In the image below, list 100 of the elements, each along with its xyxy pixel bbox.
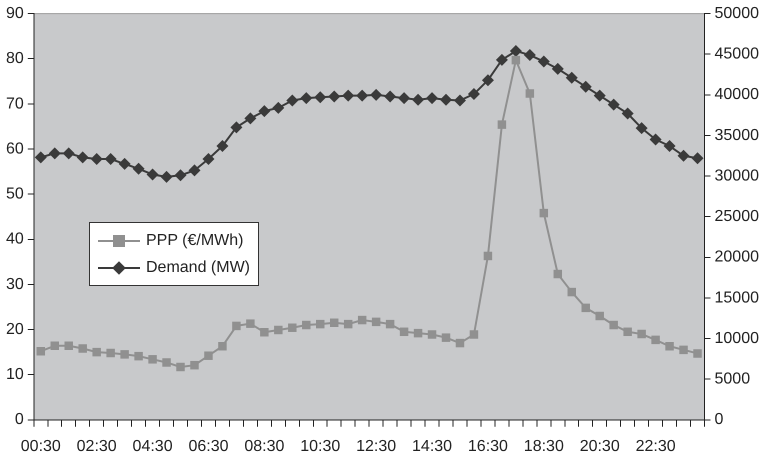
point	[595, 312, 604, 320]
point	[104, 153, 117, 166]
point	[302, 320, 311, 330]
y2-tick-label: 10000	[714, 330, 760, 347]
point	[286, 94, 298, 107]
x-tick-label: 16:30	[468, 438, 508, 455]
point	[594, 90, 606, 102]
x-tick-label: 00:30	[20, 438, 61, 455]
point	[400, 328, 408, 336]
point	[146, 168, 159, 180]
point	[510, 44, 522, 57]
point	[693, 349, 702, 358]
point	[62, 147, 75, 160]
x-tick-label: 06:30	[188, 438, 229, 455]
point	[456, 338, 464, 348]
point	[692, 152, 704, 164]
y2-tick-label: 30000	[714, 167, 760, 184]
point	[202, 153, 214, 166]
point	[258, 105, 270, 118]
x-tick-label: 10:30	[300, 438, 340, 455]
point	[581, 304, 590, 312]
point	[414, 328, 422, 338]
point	[300, 92, 312, 104]
point	[372, 318, 380, 326]
point	[174, 169, 187, 182]
point	[244, 112, 256, 124]
point	[428, 330, 436, 339]
y-tick-label: 60	[6, 140, 24, 158]
point	[246, 319, 255, 328]
point	[260, 328, 269, 336]
point	[637, 330, 646, 338]
legend-label: Demand (MW)	[146, 258, 250, 276]
point	[538, 56, 550, 68]
point	[148, 355, 157, 364]
point	[330, 318, 338, 328]
point	[358, 316, 366, 324]
point	[386, 320, 394, 328]
point	[190, 360, 199, 370]
point	[78, 344, 87, 353]
point	[216, 140, 228, 152]
y2-tick-label: 50000	[714, 5, 760, 22]
x-tick-label: 02:30	[76, 438, 117, 455]
point	[344, 320, 352, 328]
point	[120, 350, 129, 359]
y-tick-label: 50	[6, 186, 24, 203]
point	[524, 49, 536, 62]
legend-label: PPP (€/MWh)	[146, 232, 244, 250]
point	[623, 328, 632, 336]
point	[342, 90, 354, 102]
point	[482, 74, 494, 86]
point	[651, 336, 660, 344]
point	[370, 88, 382, 101]
point	[106, 348, 115, 358]
point	[232, 322, 241, 330]
point	[384, 90, 396, 102]
y2-tick-label: 45000	[714, 46, 760, 63]
point	[48, 147, 61, 160]
point	[328, 90, 340, 102]
x-tick-label: 14:30	[412, 438, 452, 455]
x-tick-label: 18:30	[524, 438, 564, 455]
x-tick-label: 20:30	[580, 438, 620, 455]
point	[440, 94, 452, 106]
y2-tick-label: 5000	[714, 370, 750, 388]
y2-tick-label: 0	[714, 411, 724, 428]
point	[204, 351, 213, 360]
y-tick-label: 10	[6, 366, 24, 384]
point	[118, 158, 131, 170]
point	[554, 270, 562, 278]
point	[608, 98, 620, 111]
point	[665, 342, 674, 350]
point	[36, 346, 46, 356]
point	[176, 362, 185, 372]
point	[650, 134, 662, 146]
point	[512, 56, 520, 64]
y-tick-label: 90	[6, 5, 24, 22]
point	[314, 91, 326, 104]
point	[622, 108, 634, 120]
point	[288, 323, 297, 332]
point	[134, 352, 143, 360]
point	[162, 358, 171, 367]
point	[678, 150, 690, 162]
point	[496, 54, 508, 66]
point	[426, 92, 438, 104]
point	[272, 102, 284, 114]
point	[412, 94, 424, 106]
point	[92, 348, 101, 356]
point	[566, 72, 578, 84]
point	[218, 342, 227, 350]
x-tick-label: 22:30	[636, 438, 676, 455]
point	[664, 140, 676, 152]
x-tick-label: 04:30	[132, 438, 173, 455]
y-tick-label: 30	[6, 276, 24, 293]
y-tick-label: 20	[6, 320, 24, 338]
point	[316, 320, 324, 328]
point	[76, 151, 89, 164]
y-tick-label: 80	[6, 50, 24, 68]
point	[356, 90, 368, 102]
y2-tick-label: 25000	[714, 208, 760, 226]
x-tick-label: 08:30	[244, 438, 284, 455]
y2-tick-label: 15000	[714, 289, 760, 306]
